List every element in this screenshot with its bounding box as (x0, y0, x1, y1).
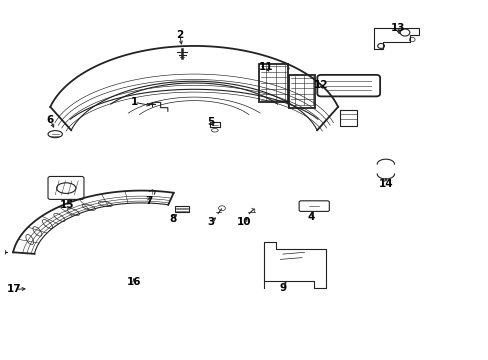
Text: 8: 8 (169, 214, 176, 224)
Text: 15: 15 (60, 200, 74, 210)
Text: 16: 16 (127, 277, 141, 287)
Text: 12: 12 (313, 80, 328, 90)
Text: 2: 2 (176, 30, 183, 40)
Text: 9: 9 (279, 283, 286, 293)
Text: 3: 3 (207, 217, 214, 227)
Text: 11: 11 (258, 62, 273, 72)
Text: 5: 5 (207, 117, 214, 127)
Text: 1: 1 (130, 98, 138, 107)
Text: 17: 17 (7, 284, 22, 294)
Bar (175, 206, 189, 212)
Text: 14: 14 (378, 179, 392, 189)
Bar (288, 75, 315, 108)
Text: 6: 6 (47, 115, 54, 125)
Text: 13: 13 (390, 23, 404, 33)
Text: 10: 10 (237, 217, 251, 227)
Bar (258, 64, 287, 102)
Text: 7: 7 (144, 196, 152, 206)
Text: 4: 4 (307, 212, 315, 222)
